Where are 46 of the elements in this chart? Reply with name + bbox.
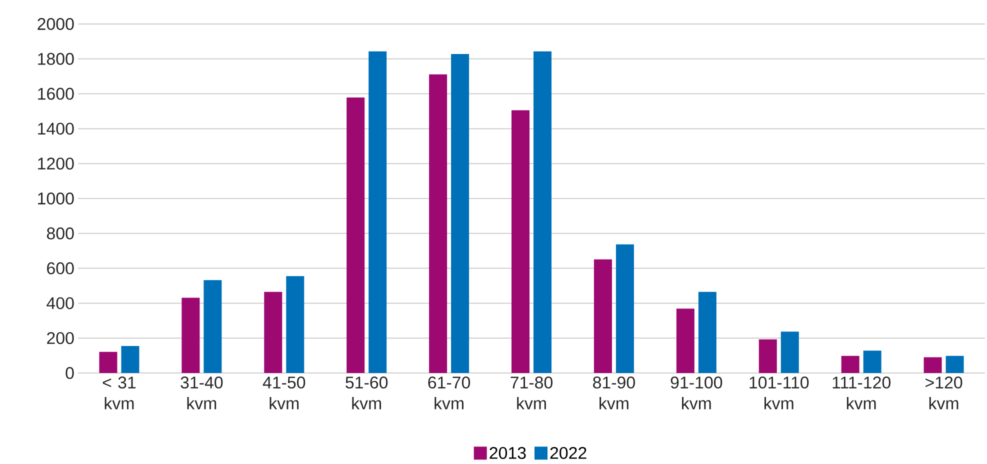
bar <box>346 97 365 373</box>
bar <box>368 51 387 373</box>
x-tick-label: < 31 kvm <box>102 376 136 410</box>
y-tick-label: 1000 <box>38 192 74 204</box>
bar <box>946 356 964 373</box>
bar <box>698 292 716 373</box>
bar <box>924 357 942 373</box>
bar <box>594 259 612 373</box>
x-tick-label: 41-50 kvm <box>262 376 306 410</box>
bar <box>121 346 140 373</box>
y-tick-label: 600 <box>47 262 74 274</box>
x-tick-label: 51-60 kvm <box>346 376 388 410</box>
bar <box>616 244 634 373</box>
bar <box>758 339 777 373</box>
legend-label: 2022 <box>550 446 586 459</box>
bar <box>841 356 860 373</box>
x-tick-label: >120 kvm <box>926 376 962 410</box>
bar <box>512 110 530 373</box>
x-tick-label: 111-120 kvm <box>832 376 890 410</box>
x-tick-label: 81-90 kvm <box>593 376 635 410</box>
bar <box>429 74 448 373</box>
y-tick-label: 800 <box>46 227 74 240</box>
bar <box>863 350 882 373</box>
y-tick-label: 1400 <box>38 122 74 135</box>
bar <box>676 308 694 373</box>
x-tick-label: 61-70 kvm <box>428 376 470 410</box>
x-tick-label: 101-110 kvm <box>750 376 809 410</box>
bar <box>264 292 282 373</box>
bar <box>204 280 222 373</box>
x-tick-label: 31-40 kvm <box>180 376 223 410</box>
y-tick-label: 200 <box>47 332 74 344</box>
x-tick-label: 91-100 kvm <box>670 376 722 410</box>
x-tick-label: 71-80 kvm <box>510 376 553 410</box>
y-tick-label: 1600 <box>38 88 74 100</box>
y-tick-label: 400 <box>46 297 74 310</box>
y-tick-label: 1200 <box>38 158 74 170</box>
bar <box>286 276 304 373</box>
legend-label: 2013 <box>490 446 526 459</box>
bar <box>451 54 470 373</box>
y-tick-label: 1800 <box>38 52 74 65</box>
bar <box>534 51 552 373</box>
y-tick-label: 0 <box>66 367 74 379</box>
bar <box>99 352 118 373</box>
bar <box>182 298 200 373</box>
bar <box>780 332 799 373</box>
y-tick-label: 2000 <box>38 18 74 30</box>
